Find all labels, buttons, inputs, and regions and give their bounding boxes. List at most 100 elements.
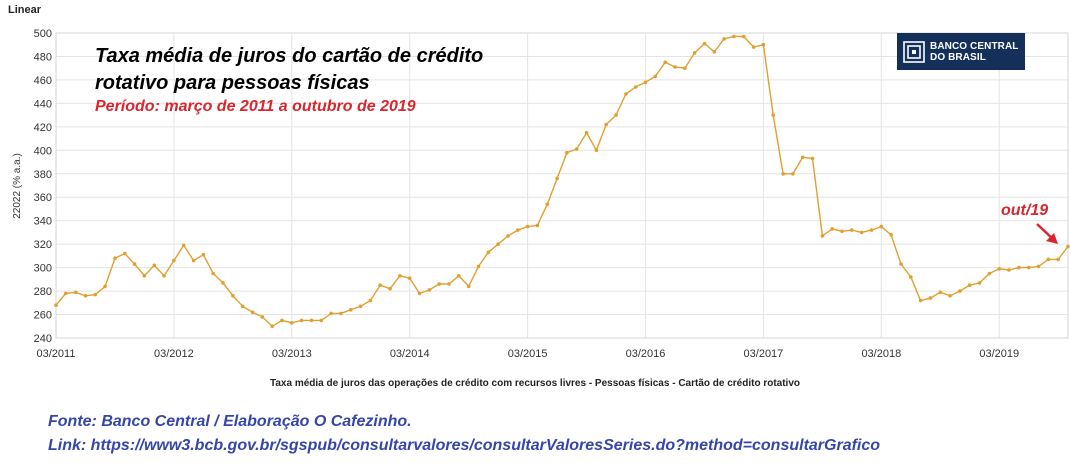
data-point <box>987 271 992 276</box>
data-point <box>103 284 107 289</box>
data-point <box>142 274 147 278</box>
x-tick-label: 03/2013 <box>272 348 312 360</box>
data-point <box>751 45 756 49</box>
data-point <box>810 156 815 161</box>
y-tick-labels: 240 260 280 300 320 340 360 380 400 420 440 460 480 5… <box>34 28 52 345</box>
data-point <box>437 282 442 286</box>
data-point <box>368 298 373 303</box>
data-point <box>191 258 196 263</box>
data-point <box>181 243 186 248</box>
data-point <box>83 294 88 298</box>
x-tick-label: 03/2016 <box>626 348 666 360</box>
x-tick-label: 03/2012 <box>154 348 194 360</box>
annotation-arrow <box>1036 223 1058 244</box>
data-point <box>732 34 736 39</box>
data-point <box>398 274 402 278</box>
data-point <box>859 230 864 235</box>
data-point <box>840 229 844 234</box>
x-tick-label: 03/2018 <box>861 348 901 360</box>
data-point <box>624 92 628 96</box>
data-point <box>820 234 825 238</box>
data-point <box>928 296 933 300</box>
data-point <box>113 256 117 261</box>
data-point <box>466 284 471 289</box>
data-point <box>791 172 795 176</box>
x-tick-label: 03/2019 <box>979 348 1019 360</box>
chart-title-line2: rotativo para pessoas físicas <box>95 72 370 94</box>
y-tick-label: 320 <box>34 239 52 251</box>
data-point <box>417 291 422 296</box>
line-chart: 240 260 280 300 320 340 360 380 400 420 440 460 480 5… <box>12 28 1070 360</box>
data-point <box>535 223 540 228</box>
data-point <box>850 228 854 232</box>
data-point <box>172 258 176 263</box>
data-point <box>319 318 324 323</box>
x-tick-labels: 03/2011 03/2012 03/2013 03/2014 03/2015 03/20… <box>37 348 1020 360</box>
data-point <box>309 318 314 323</box>
data-point <box>633 85 638 89</box>
data-point <box>584 130 589 135</box>
y-tick-label: 380 <box>34 169 52 181</box>
data-point <box>977 281 982 285</box>
data-point <box>761 42 766 47</box>
data-point <box>673 65 677 69</box>
data-point <box>604 122 608 127</box>
data-point <box>211 271 215 276</box>
data-point <box>899 262 903 266</box>
data-point <box>516 228 520 232</box>
data-point <box>712 50 717 54</box>
series-points <box>54 34 1070 329</box>
data-point <box>349 308 353 312</box>
plot-frame <box>55 32 1069 339</box>
data-point <box>643 80 648 85</box>
data-point <box>73 290 78 295</box>
data-point <box>290 321 294 325</box>
chart-subtitle: Período: março de 2011 a outubro de 2019 <box>95 98 416 115</box>
data-point <box>967 283 972 288</box>
chart-title: Taxa média de juros do cartão de crédito… <box>95 43 483 97</box>
data-point <box>1007 268 1011 272</box>
data-point <box>280 318 284 323</box>
y-tick-label: 240 <box>34 333 52 345</box>
data-point <box>221 281 225 285</box>
y-tick-label: 260 <box>34 310 52 322</box>
data-point <box>938 290 943 295</box>
data-point <box>93 292 98 297</box>
data-point <box>574 147 579 151</box>
bcb-logo: BANCO CENTRAL DO BRASIL <box>897 33 1025 70</box>
y-tick-label: 400 <box>34 145 52 157</box>
data-point <box>240 304 245 309</box>
data-point <box>702 41 707 46</box>
data-point <box>388 286 392 291</box>
data-point <box>339 311 343 316</box>
x-tick-label: 03/2011 <box>37 348 76 360</box>
data-point <box>948 294 952 298</box>
data-point <box>663 60 667 65</box>
data-point <box>329 311 333 316</box>
data-point <box>250 310 255 315</box>
data-point <box>447 282 451 286</box>
data-point <box>555 176 559 181</box>
source-note: Fonte: Banco Central / Elaboração O Cafe… <box>48 413 412 430</box>
data-point <box>1026 265 1031 270</box>
scale-label: Linear <box>8 4 42 16</box>
data-point <box>800 155 805 160</box>
data-point <box>64 291 68 296</box>
series-line <box>55 35 1069 328</box>
x-tick-label: 03/2015 <box>508 348 548 360</box>
data-point <box>152 263 157 268</box>
data-point <box>869 228 874 232</box>
annotation-label: out/19 <box>1001 202 1049 219</box>
data-point <box>270 324 275 329</box>
data-point <box>525 224 530 229</box>
data-point <box>496 242 500 246</box>
data-point <box>299 318 304 323</box>
data-point <box>260 315 265 319</box>
data-point <box>958 289 962 293</box>
y-axis-label: 22022 (% a.a.) <box>12 153 23 219</box>
y-tick-label: 460 <box>34 75 52 87</box>
data-point <box>830 227 834 231</box>
data-point <box>54 303 58 308</box>
data-point <box>545 202 550 207</box>
x-axis-caption: Taxa média de juros das operações de cré… <box>269 378 801 389</box>
